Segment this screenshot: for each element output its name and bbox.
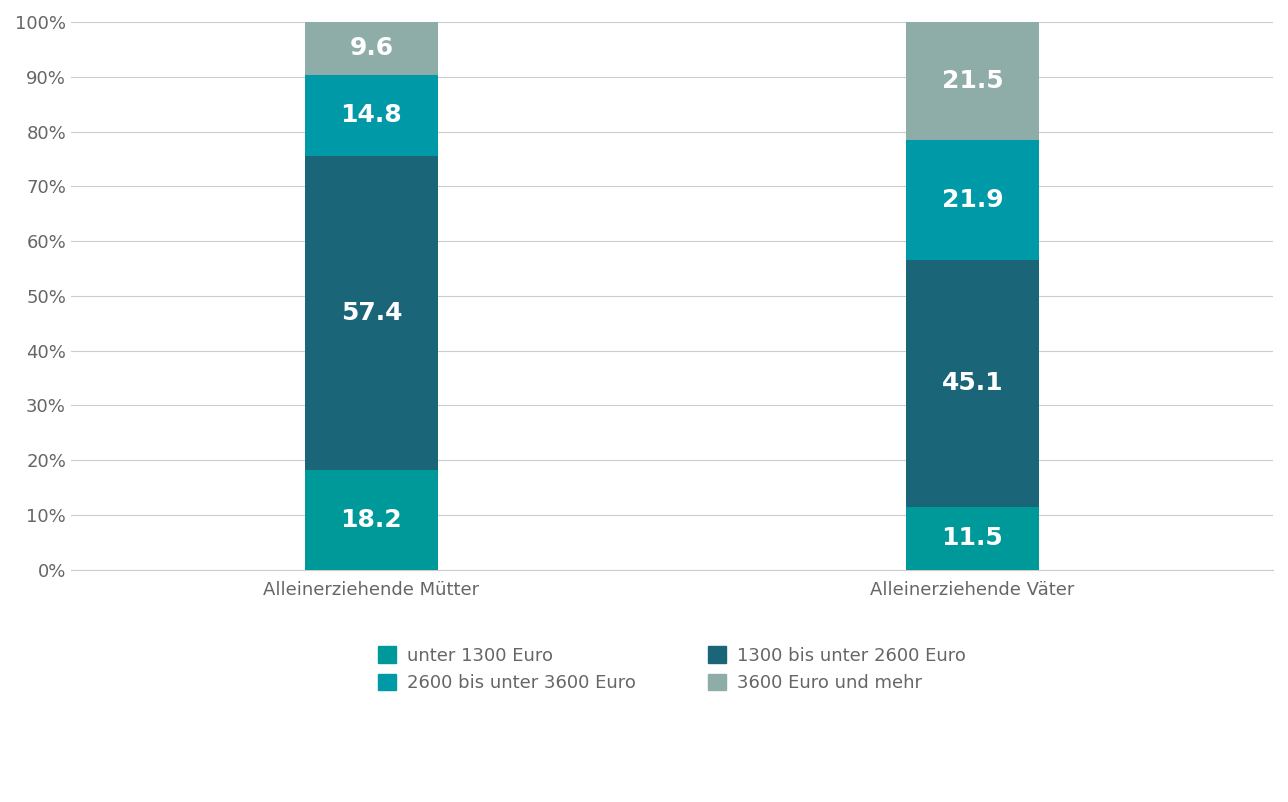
Bar (305, 156, 438, 470)
Text: 21.9: 21.9 (942, 188, 1003, 212)
Bar (907, 140, 1038, 260)
Bar (305, 470, 438, 570)
Bar (907, 260, 1038, 507)
Bar (305, 75, 438, 156)
Text: 57.4: 57.4 (340, 301, 402, 325)
Text: 14.8: 14.8 (340, 103, 402, 128)
Text: 9.6: 9.6 (349, 36, 393, 60)
Text: 45.1: 45.1 (942, 371, 1003, 395)
Legend: unter 1300 Euro, 2600 bis unter 3600 Euro, 1300 bis unter 2600 Euro, 3600 Euro u: unter 1300 Euro, 2600 bis unter 3600 Eur… (371, 639, 972, 699)
Bar (907, 22, 1038, 140)
Text: 11.5: 11.5 (942, 526, 1003, 550)
Text: 21.5: 21.5 (942, 69, 1003, 93)
Bar (907, 507, 1038, 570)
Text: 18.2: 18.2 (340, 508, 402, 532)
Bar (305, 22, 438, 75)
